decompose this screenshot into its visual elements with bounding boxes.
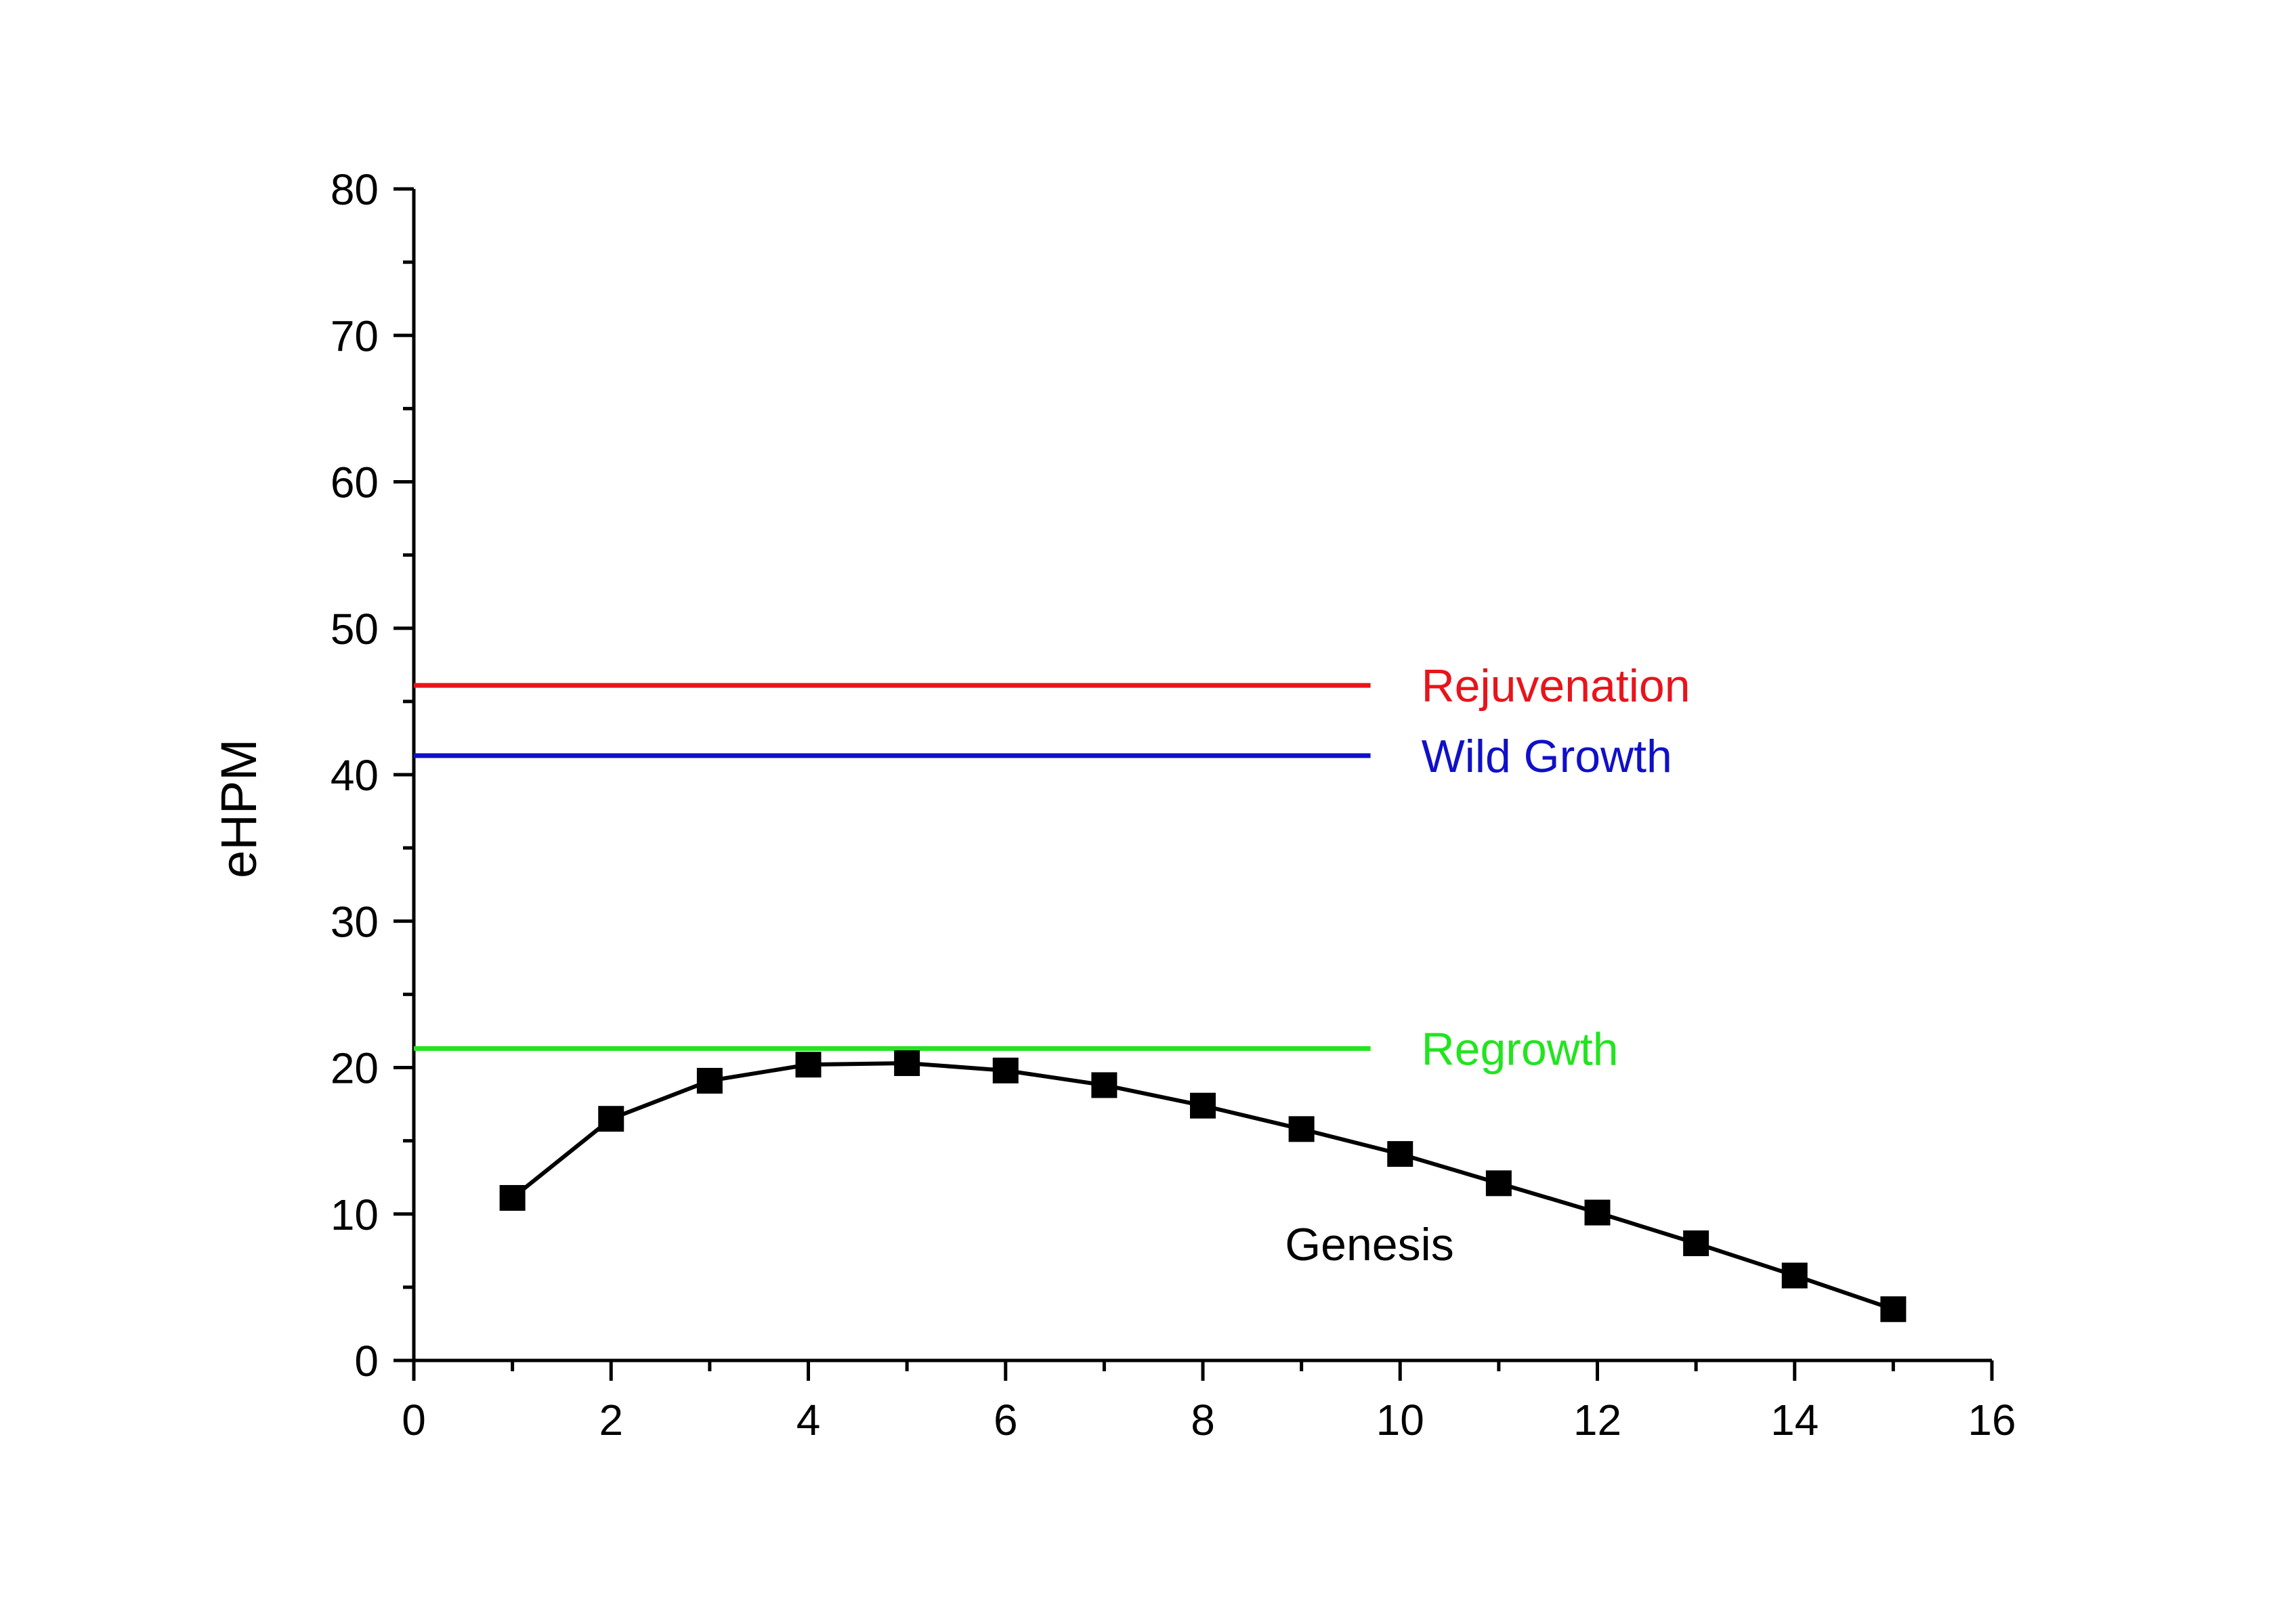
data-point [1781, 1262, 1808, 1289]
data-point [499, 1184, 526, 1211]
y-tick-label: 10 [331, 1190, 379, 1239]
x-tick-label: 10 [1376, 1396, 1424, 1444]
x-tick-label: 12 [1573, 1396, 1621, 1444]
y-tick-label: 60 [331, 458, 379, 507]
data-point [1288, 1116, 1315, 1142]
data-point [1880, 1296, 1907, 1323]
data-point [894, 1050, 920, 1077]
x-tick-label: 16 [1968, 1396, 2016, 1444]
y-tick-label: 70 [331, 312, 379, 360]
x-tick-label: 8 [1191, 1396, 1215, 1444]
x-tick-label: 14 [1770, 1396, 1819, 1444]
reference-label-regrowth: Regrowth [1422, 1023, 1619, 1075]
data-point [696, 1067, 723, 1094]
reference-lines: Rejuvenation Wild Growth Regrowth [414, 660, 1691, 1075]
series-layer [499, 1050, 1907, 1323]
x-tick-label: 0 [402, 1396, 426, 1444]
y-tick-label: 0 [354, 1337, 379, 1386]
data-point [795, 1052, 822, 1078]
data-point [1485, 1170, 1512, 1197]
x-tick-label: 6 [994, 1396, 1018, 1444]
axes [412, 189, 1992, 1362]
data-point [1091, 1072, 1118, 1098]
data-point [992, 1057, 1019, 1083]
data-point [1387, 1141, 1413, 1167]
data-point [1584, 1199, 1611, 1226]
x-tick-label: 2 [599, 1396, 623, 1444]
data-point [1190, 1092, 1216, 1119]
y-axis-label: eHPM [211, 739, 267, 878]
x-axis-ticks: 0 2 4 6 8 10 12 14 16 [402, 1360, 2016, 1444]
y-tick-label: 20 [331, 1044, 379, 1093]
x-tick-label: 4 [796, 1396, 821, 1444]
y-tick-label: 80 [331, 165, 379, 214]
y-tick-label: 50 [331, 605, 379, 653]
reference-label-wild-growth: Wild Growth [1422, 731, 1672, 782]
data-point [598, 1106, 624, 1132]
series-label-genesis: Genesis [1285, 1219, 1453, 1270]
y-axis-ticks: 0 10 20 30 40 50 60 70 80 [331, 165, 414, 1386]
reference-label-rejuvenation: Rejuvenation [1422, 660, 1691, 712]
data-point [1683, 1230, 1709, 1256]
y-tick-label: 40 [331, 751, 379, 800]
y-tick-label: 30 [331, 897, 379, 946]
